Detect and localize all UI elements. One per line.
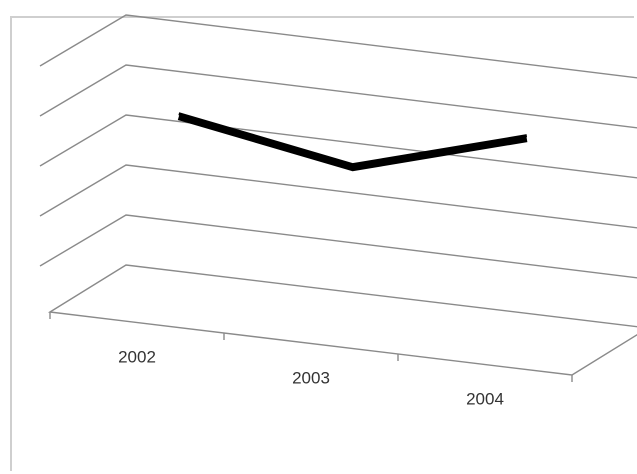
series-lines bbox=[177, 112, 528, 172]
x-tick-labels: 2002 2003 2004 bbox=[118, 348, 504, 409]
gridline bbox=[39, 114, 637, 179]
gridlines bbox=[39, 14, 637, 279]
chart-floor bbox=[47, 264, 637, 382]
gridline bbox=[39, 164, 637, 229]
gridline bbox=[39, 214, 637, 279]
x-tick-label: 2004 bbox=[466, 390, 504, 409]
gridline bbox=[39, 64, 637, 129]
gridline bbox=[39, 14, 637, 79]
chart-frame bbox=[10, 16, 634, 471]
x-tick-label: 2003 bbox=[292, 369, 330, 388]
x-tick-label: 2002 bbox=[118, 348, 156, 367]
series-line-top bbox=[178, 112, 528, 167]
series-line bbox=[177, 113, 528, 172]
